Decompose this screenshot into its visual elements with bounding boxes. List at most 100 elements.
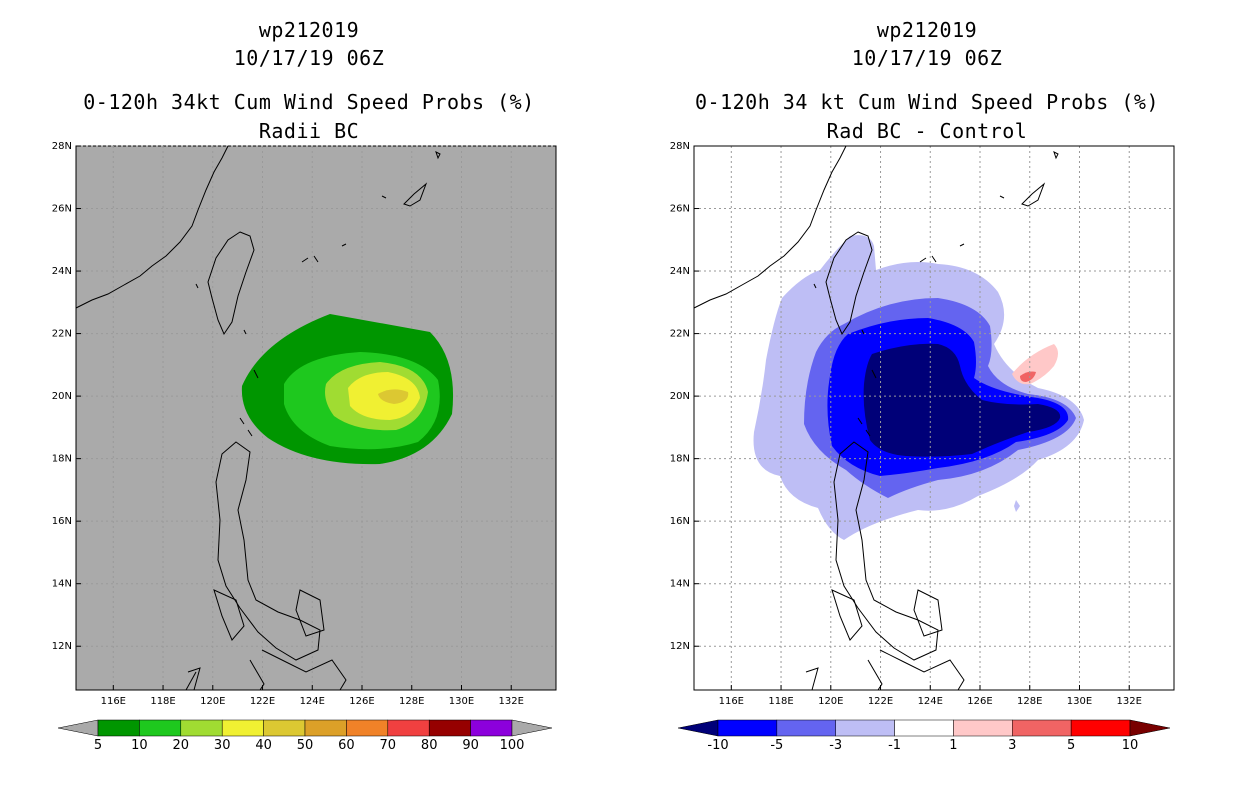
- colorbar-swatch: [470, 719, 513, 737]
- lat-tick-label: 24N: [52, 266, 72, 277]
- colorbar: -10 -5 -3 -1 1 3 5 10: [677, 719, 1171, 753]
- contour-below-neg-10: [863, 343, 1061, 457]
- coastlines: [75, 145, 441, 691]
- difference-contours: [753, 235, 1084, 540]
- batanes: [239, 369, 259, 437]
- storm-id-title: wp212019: [876, 18, 978, 42]
- lat-tick-label: 16N: [52, 516, 72, 527]
- small-neg-blob: [1014, 500, 1020, 512]
- lat-tick-label: 12N: [670, 641, 690, 652]
- time-title: 10/17/19 06Z: [851, 46, 1003, 70]
- colorbar-label: 20: [173, 738, 190, 753]
- colorbar-low-arrow: [677, 719, 719, 737]
- subtitle: Rad BC - Control: [826, 119, 1028, 143]
- colorbar-swatch: [304, 719, 347, 737]
- product-title: 0-120h 34kt Cum Wind Speed Probs (%): [83, 90, 535, 114]
- lat-tick-label: 14N: [670, 579, 690, 590]
- lat-tick-label: 20N: [52, 391, 72, 402]
- time-title: 10/17/19 06Z: [233, 46, 385, 70]
- colorbar-label: 5: [1067, 738, 1075, 753]
- map-frame: [693, 145, 1175, 691]
- colorbar-swatch: [835, 719, 895, 737]
- lon-tick-label: 118E: [768, 696, 793, 707]
- lat-tick-label: 18N: [670, 454, 690, 465]
- taiwan: [207, 231, 255, 336]
- lat-tick-label: 16N: [670, 516, 690, 527]
- colorbar-label: 10: [1122, 738, 1139, 753]
- contour-pos-3-to-5: [1020, 371, 1036, 382]
- colorbar-swatch: [180, 719, 223, 737]
- lon-tick-label: 118E: [150, 696, 175, 707]
- mindoro: [831, 589, 863, 641]
- left-map-svg: 28N 26N 24N 22N 20N 18N 16N 14N 12N 116E 118E 120E…: [52, 141, 557, 753]
- colorbar-low-arrow: [57, 719, 99, 737]
- china-coast: [693, 145, 847, 309]
- storm-id-title: wp212019: [258, 18, 360, 42]
- samar: [913, 589, 943, 637]
- colorbar-label: 10: [131, 738, 148, 753]
- lon-tick-label: 120E: [200, 696, 225, 707]
- ryukyu: [195, 151, 441, 335]
- colorbar-swatch: [717, 719, 778, 737]
- lat-tick-label: 28N: [52, 141, 72, 152]
- latitude-labels: 28N 26N 24N 22N 20N 18N 16N 14N 12N: [670, 141, 699, 652]
- lon-tick-label: 130E: [449, 696, 474, 707]
- colorbar-high-arrow: [1129, 719, 1171, 737]
- lon-tick-label: 132E: [1117, 696, 1142, 707]
- colorbar-label: -10: [707, 738, 728, 753]
- colorbar-swatch: [139, 719, 182, 737]
- lon-tick-label: 132E: [499, 696, 524, 707]
- lat-tick-label: 20N: [670, 391, 690, 402]
- panel-rad-bc-minus-control: 28N 26N 24N 22N 20N 18N 16N 14N 12N 116E 118E 120E…: [618, 0, 1236, 800]
- taiwan: [825, 231, 873, 336]
- colorbar-swatch: [953, 719, 1013, 737]
- lat-tick-label: 14N: [52, 579, 72, 590]
- panel-radii-bc: 28N 26N 24N 22N 20N 18N 16N 14N 12N 116E 118E 120E…: [52, 18, 557, 753]
- colorbar-swatch: [221, 719, 264, 737]
- colorbar-swatch: [263, 719, 306, 737]
- lon-tick-label: 116E: [101, 696, 126, 707]
- colorbar-label: 100: [500, 738, 525, 753]
- colorbar-label: 80: [421, 738, 438, 753]
- probability-contours: [241, 314, 454, 465]
- lon-tick-label: 124E: [918, 696, 943, 707]
- coastlines: [693, 145, 1059, 691]
- colorbar-label: 1: [949, 738, 957, 753]
- ryukyu: [813, 151, 1059, 335]
- colorbar-swatch: [1012, 719, 1072, 737]
- lon-tick-label: 116E: [719, 696, 744, 707]
- samar: [295, 589, 325, 637]
- colorbar-label: 3: [1008, 738, 1016, 753]
- colorbar-label: 40: [255, 738, 272, 753]
- lat-tick-label: 22N: [670, 329, 690, 340]
- colorbar-swatch: [428, 719, 471, 737]
- luzon: [215, 441, 321, 661]
- latitude-labels: 28N 26N 24N 22N 20N 18N 16N 14N 12N: [52, 141, 81, 652]
- colorbar-label: 60: [338, 738, 355, 753]
- contour-40-50: [378, 389, 409, 404]
- lon-tick-label: 122E: [250, 696, 275, 707]
- china-coast: [75, 145, 229, 309]
- colorbar-swatch: [387, 719, 430, 737]
- lon-tick-label: 122E: [868, 696, 893, 707]
- colorbar-label: -1: [888, 738, 901, 753]
- colorbar-label: 90: [462, 738, 479, 753]
- longitude-labels: 116E 118E 120E 122E 124E 126E 128E 130E 132E: [101, 685, 524, 707]
- mindoro: [213, 589, 245, 641]
- lon-tick-label: 120E: [818, 696, 843, 707]
- right-map-svg: 28N 26N 24N 22N 20N 18N 16N 14N 12N 116E 118E 120E…: [670, 141, 1175, 753]
- lon-tick-label: 126E: [349, 696, 374, 707]
- lon-tick-label: 124E: [300, 696, 325, 707]
- lat-tick-label: 24N: [670, 266, 690, 277]
- longitude-labels: 116E 118E 120E 122E 124E 126E 128E 130E 132E: [719, 685, 1142, 707]
- lat-tick-label: 12N: [52, 641, 72, 652]
- lat-tick-label: 26N: [670, 204, 690, 215]
- colorbar-swatch: [97, 719, 140, 737]
- visayas: [805, 649, 965, 691]
- lon-tick-label: 128E: [1017, 696, 1042, 707]
- colorbar-label: 50: [297, 738, 314, 753]
- colorbar-label: 5: [94, 738, 102, 753]
- colorbar-swatch: [346, 719, 389, 737]
- colorbar-swatch: [776, 719, 836, 737]
- lat-tick-label: 26N: [52, 204, 72, 215]
